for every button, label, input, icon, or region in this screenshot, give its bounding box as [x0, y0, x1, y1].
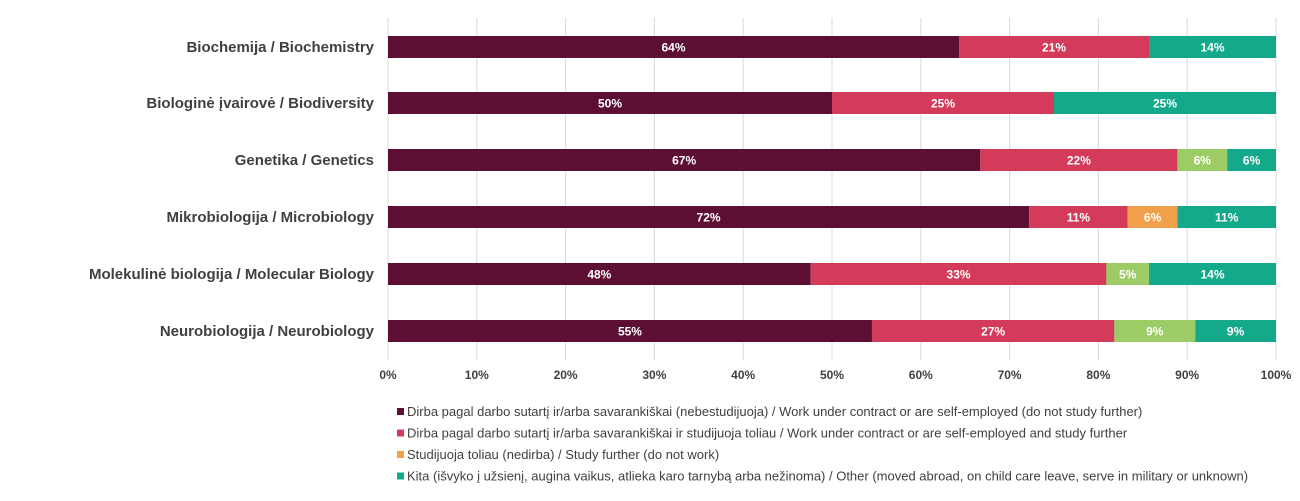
data-label: 33% [947, 268, 971, 282]
legend: Dirba pagal darbo sutartį ir/arba savara… [397, 404, 1248, 484]
x-tick-label: 0% [379, 368, 397, 382]
category-label: Mikrobiologija / Microbiology [166, 209, 374, 226]
data-label: 5% [1119, 268, 1137, 282]
bars: 64% 21% 14% 50% 25% 25% 67% 22% 6% 6% 72% 11% 6% 11% 4… [388, 36, 1276, 342]
bar-segment [1149, 36, 1276, 58]
bar-segment [958, 36, 1150, 58]
data-label: 25% [931, 97, 955, 111]
category-label: Biologinė įvairovė / Biodiversity [146, 95, 374, 112]
bar-segment [1054, 92, 1276, 114]
legend-label: Dirba pagal darbo sutartį ir/arba savara… [407, 404, 1142, 419]
x-tick-label: 70% [998, 368, 1022, 382]
data-label: 9% [1146, 325, 1164, 339]
category-labels: Biochemija / Biochemistry Biologinė įvair… [89, 39, 375, 340]
x-tick-label: 10% [465, 368, 489, 382]
legend-swatch [397, 408, 404, 415]
bar-segment [1177, 206, 1276, 228]
bar-segment [388, 149, 981, 171]
data-label: 11% [1067, 211, 1091, 225]
bar-segment [1149, 263, 1276, 285]
bar-segment [1106, 263, 1150, 285]
bar-segment [980, 149, 1178, 171]
bar-segment [1114, 320, 1196, 342]
data-label: 11% [1215, 211, 1239, 225]
x-tick-label: 30% [642, 368, 666, 382]
data-label: 55% [618, 325, 642, 339]
data-label: 9% [1227, 325, 1245, 339]
data-label: 14% [1200, 41, 1224, 55]
data-label: 50% [598, 97, 622, 111]
bar-segment [1195, 320, 1276, 342]
data-label: 14% [1200, 268, 1224, 282]
data-label: 48% [587, 268, 611, 282]
bar-segment [388, 320, 872, 342]
bar-segment [810, 263, 1107, 285]
data-label: 27% [981, 325, 1005, 339]
data-label: 64% [661, 41, 685, 55]
x-tick-label: 60% [909, 368, 933, 382]
legend-swatch [397, 429, 404, 437]
x-tick-label: 50% [820, 368, 844, 382]
data-label: 72% [697, 211, 721, 225]
grid-lines [387, 18, 1277, 360]
bar-segment [388, 206, 1030, 228]
x-tick-label: 80% [1086, 368, 1110, 382]
x-tick-label: 100% [1261, 368, 1292, 382]
bar-segment [1227, 149, 1276, 171]
legend-swatch [397, 451, 404, 458]
data-label: 67% [672, 154, 696, 168]
data-label: 6% [1194, 154, 1212, 168]
legend-label: Kita (išvyko į užsienį, augina vaikus, a… [407, 469, 1248, 484]
data-label: 6% [1144, 211, 1162, 225]
bar-segment [832, 92, 1054, 114]
bar-segment [1029, 206, 1128, 228]
bar-segment [871, 320, 1115, 342]
category-label: Genetika / Genetics [235, 152, 374, 169]
bar-segment [1177, 149, 1228, 171]
legend-swatch [397, 472, 404, 480]
x-axis-ticks: 0% 10% 20% 30% 40% 50% 60% 70% 80% 90% 100% [379, 368, 1291, 382]
bar-segment [388, 92, 832, 114]
x-tick-label: 40% [731, 368, 755, 382]
data-label: 21% [1042, 41, 1066, 55]
legend-label: Studijuoja toliau (nedirba) / Study furt… [407, 447, 719, 462]
data-label: 25% [1153, 97, 1177, 111]
category-label: Molekulinė biologija / Molecular Biology [89, 266, 375, 283]
x-tick-label: 90% [1175, 368, 1199, 382]
category-label: Biochemija / Biochemistry [186, 39, 374, 56]
bar-segment [388, 36, 959, 58]
x-tick-label: 20% [554, 368, 578, 382]
bar-segment [388, 263, 811, 285]
category-label: Neurobiologija / Neurobiology [160, 323, 375, 340]
data-label: 6% [1243, 154, 1261, 168]
data-label: 22% [1067, 154, 1091, 168]
bar-segment [1127, 206, 1178, 228]
legend-label: Dirba pagal darbo sutartį ir/arba savara… [407, 426, 1128, 441]
